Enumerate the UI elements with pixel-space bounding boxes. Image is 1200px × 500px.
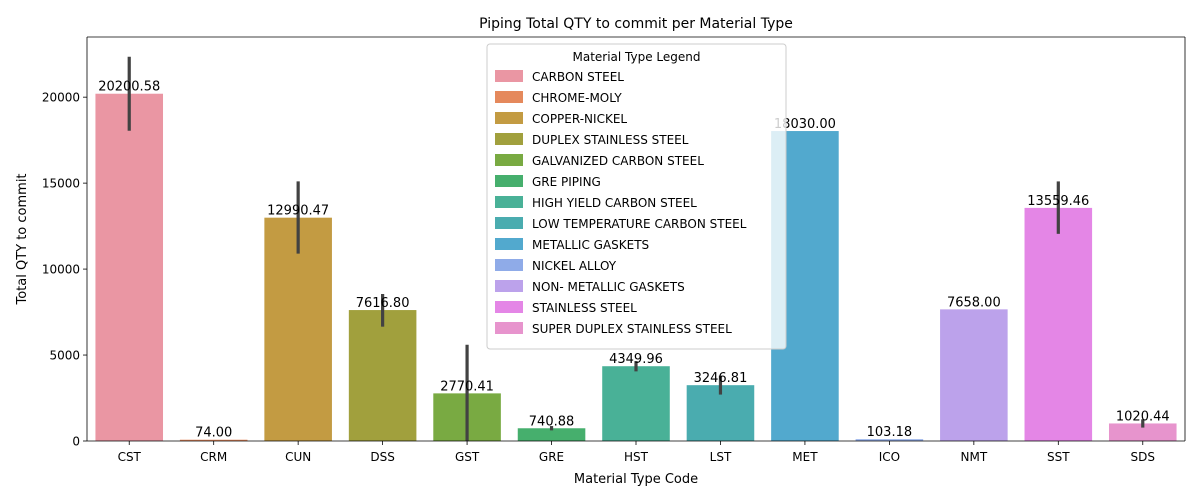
x-axis-label: Material Type Code [574,472,698,487]
legend: Material Type Legend CARBON STEEL CHROME-M… [486,43,787,350]
bar-sds [1108,423,1177,441]
bar-value-label: 74.00 [195,426,232,441]
bar-value-label: 13559.46 [1027,194,1089,209]
bar-value-label: 1020.44 [1116,409,1170,424]
bar-dss [348,310,417,441]
y-axis-label: Total QTY to commit [15,173,30,305]
error-bars-group [127,56,1145,441]
legend-entry-label: NICKEL ALLOY [532,259,617,273]
legend-entry-label: COPPER-NICKEL [532,112,627,126]
x-tick-label: LST [710,450,732,464]
x-tick-label: DSS [370,450,394,464]
legend-entry-label: STAINLESS STEEL [532,301,637,315]
x-tick-label: ICO [879,450,900,464]
legend-entry-label: DUPLEX STAINLESS STEEL [532,133,689,147]
legend-swatch [495,196,523,208]
legend-entry-label: SUPER DUPLEX STAINLESS STEEL [532,322,732,336]
y-axis: 0 5000 10000 15000 20000 [42,91,87,449]
legend-swatch [495,112,523,124]
legend-title: Material Type Legend [572,50,700,64]
legend-swatch [495,154,523,166]
legend-swatch [495,322,523,334]
x-tick-label: HST [624,450,649,464]
legend-swatch [495,301,523,313]
legend-swatch [495,70,523,82]
bar-value-label: 103.18 [867,425,913,440]
legend-swatch [495,91,523,103]
x-tick-label: SST [1047,450,1070,464]
y-tick-label: 0 [72,435,80,449]
x-tick-label: CRM [200,450,227,464]
legend-entry-label: CHROME-MOLY [532,91,622,105]
x-tick-label: SDS [1131,450,1155,464]
legend-box [486,43,787,350]
legend-entry-label: HIGH YIELD CARBON STEEL [532,196,697,210]
bar-value-label: 3246.81 [694,371,748,386]
y-tick-label: 20000 [42,91,80,105]
legend-entry-label: GALVANIZED CARBON STEEL [532,154,704,168]
bar-labels-group: 20200.58 74.00 12990.47 7616.80 2770.41 740.8… [98,80,1169,441]
x-tick-label: CUN [285,450,311,464]
x-tick-label: GRE [539,450,564,464]
legend-swatch [495,238,523,250]
y-tick-label: 5000 [49,349,80,363]
x-tick-label: GST [455,450,480,464]
legend-swatch [495,133,523,145]
x-tick-label: MET [792,450,818,464]
bar-gre [517,428,586,441]
legend-entry-label: NON- METALLIC GASKETS [532,280,685,294]
bar-cun [264,217,332,441]
legend-entry-label: GRE PIPING [532,175,601,189]
bar-hst [602,366,670,441]
chart-title: Piping Total QTY to commit per Material … [479,16,793,32]
bar-crm [179,439,248,441]
bar-value-label: 7616.80 [356,296,410,311]
legend-swatch [495,280,523,292]
bar-nmt [940,309,1008,441]
bar-cst [95,93,164,441]
x-axis: CST CRM CUN DSS GST GRE HST LST MET ICO NMT SST SDS [118,441,1155,464]
legend-entry-label: METALLIC GASKETS [532,238,649,252]
legend-entry-label: CARBON STEEL [532,70,624,84]
legend-entry-label: LOW TEMPERATURE CARBON STEEL [532,217,747,231]
bar-value-label: 2770.41 [440,379,494,394]
x-tick-label: CST [118,450,142,464]
bar-value-label: 4349.96 [609,352,663,367]
legend-swatch [495,217,523,229]
bar-value-label: 740.88 [529,414,575,429]
y-tick-label: 15000 [42,177,80,191]
bar-value-label: 7658.00 [947,295,1001,310]
y-tick-label: 10000 [42,263,80,277]
bar-value-label: 12990.47 [267,204,329,219]
bar-value-label: 20200.58 [98,80,160,95]
legend-swatch [495,259,523,271]
bar-ico [855,439,924,441]
bar-sst [1024,207,1093,441]
bar-value-label: 18030.00 [774,117,836,132]
legend-swatch [495,175,523,187]
x-tick-label: NMT [961,450,988,464]
